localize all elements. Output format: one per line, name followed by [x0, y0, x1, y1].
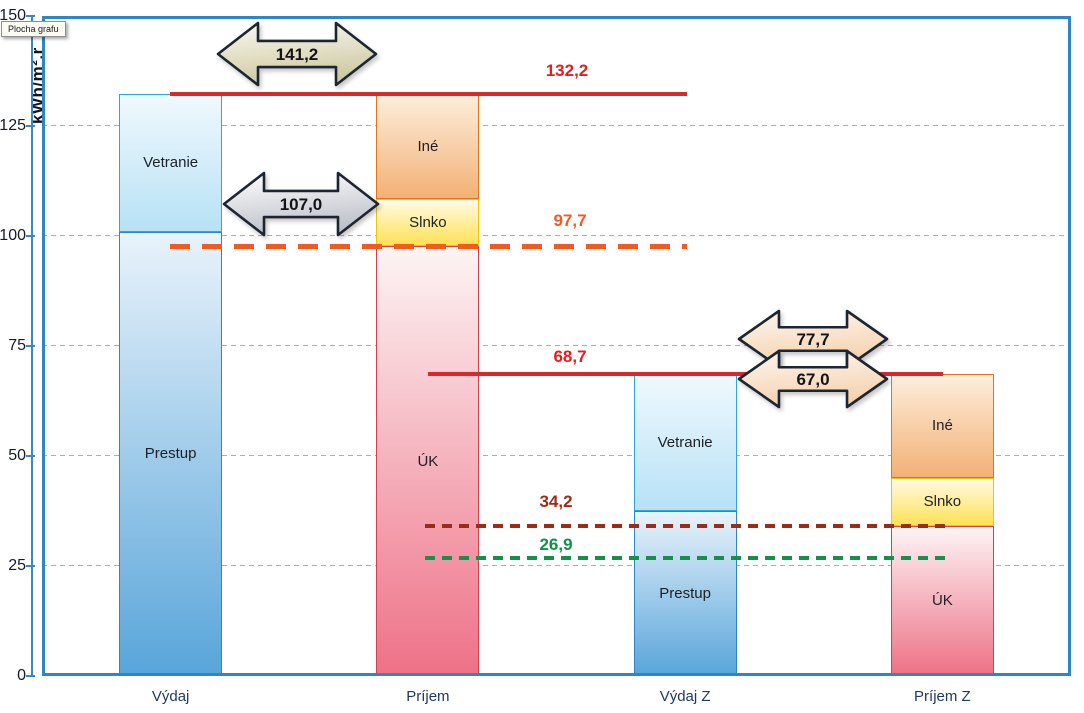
difference-arrow-value: 77,7	[796, 330, 829, 349]
bar-segment-vetranie[interactable]: Vetranie	[119, 94, 223, 232]
difference-arrow: 107,0	[222, 171, 380, 237]
category-label: Príjem Z	[914, 688, 971, 705]
reference-line	[425, 555, 945, 560]
y-tick-mark	[26, 675, 35, 677]
reference-line	[170, 243, 687, 249]
reference-line-value: 68,7	[553, 346, 587, 366]
difference-arrow-value: 67,0	[796, 370, 829, 389]
gridline	[42, 235, 1071, 237]
bar-segment-label: Vetranie	[657, 433, 713, 451]
bar-segment-prestup[interactable]: Prestup	[633, 511, 737, 676]
reference-line-value: 132,2	[545, 61, 589, 81]
bar-segment-vetranie[interactable]: Vetranie	[633, 373, 737, 511]
reference-line	[170, 92, 687, 97]
gridline	[42, 125, 1071, 127]
y-tick-label: 25	[8, 557, 26, 574]
y-tick-mark	[26, 15, 35, 17]
gridline	[42, 565, 1071, 567]
y-tick-label: 100	[0, 227, 26, 244]
bar-segment-uk[interactable]: ÚK	[890, 525, 994, 676]
reference-line	[425, 523, 945, 528]
gridline	[42, 455, 1071, 457]
bar-segment-label: Slnko	[923, 493, 962, 511]
reference-line	[428, 371, 943, 376]
y-tick-mark	[26, 565, 35, 567]
bar-segment-label: Vetranie	[143, 154, 199, 172]
reference-line-value: 34,2	[539, 491, 573, 511]
y-tick-label: 75	[8, 337, 26, 354]
y-tick-mark	[26, 455, 35, 457]
y-tick-label: 150	[0, 7, 26, 24]
category-label: Výdaj	[151, 688, 190, 705]
bar-segment-slnko[interactable]: Slnko	[376, 198, 480, 247]
reference-line-value: 26,9	[539, 534, 573, 554]
y-tick-mark	[26, 235, 35, 237]
bar-segment-label: Prestup	[144, 445, 197, 463]
category-label: Príjem	[406, 688, 450, 705]
bar-segment-label: Iné	[931, 417, 953, 435]
y-tick-label: 50	[8, 447, 26, 464]
bar-segment-ine[interactable]: Iné	[376, 94, 480, 199]
difference-arrow-value: 107,0	[280, 195, 323, 214]
gridline	[42, 345, 1071, 347]
bar-segment-label: Iné	[417, 137, 439, 155]
bar-segment-label: ÚK	[931, 592, 953, 610]
bar-segment-slnko[interactable]: Slnko	[890, 478, 994, 526]
bar-segment-uk[interactable]: ÚK	[376, 246, 480, 676]
bar-segment-label: Prestup	[659, 585, 711, 602]
category-label: Výdaj Z	[659, 688, 711, 705]
y-tick-label: 125	[0, 117, 26, 134]
chart-area-tooltip: Plocha grafu	[1, 21, 66, 37]
difference-arrow-value: 141,2	[276, 45, 319, 64]
bar-segment-label: Slnko	[409, 213, 447, 231]
y-tick-mark	[26, 345, 35, 347]
bar-segment-prestup[interactable]: Prestup	[119, 231, 223, 676]
bar-segment-label: ÚK	[417, 452, 439, 470]
difference-arrow: 67,0	[737, 349, 889, 409]
difference-arrow: 141,2	[216, 21, 378, 87]
y-tick-mark	[26, 125, 35, 127]
bar-segment-ine[interactable]: Iné	[890, 373, 994, 478]
reference-line-value: 97,7	[553, 210, 587, 230]
y-tick-label: 0	[17, 667, 26, 684]
